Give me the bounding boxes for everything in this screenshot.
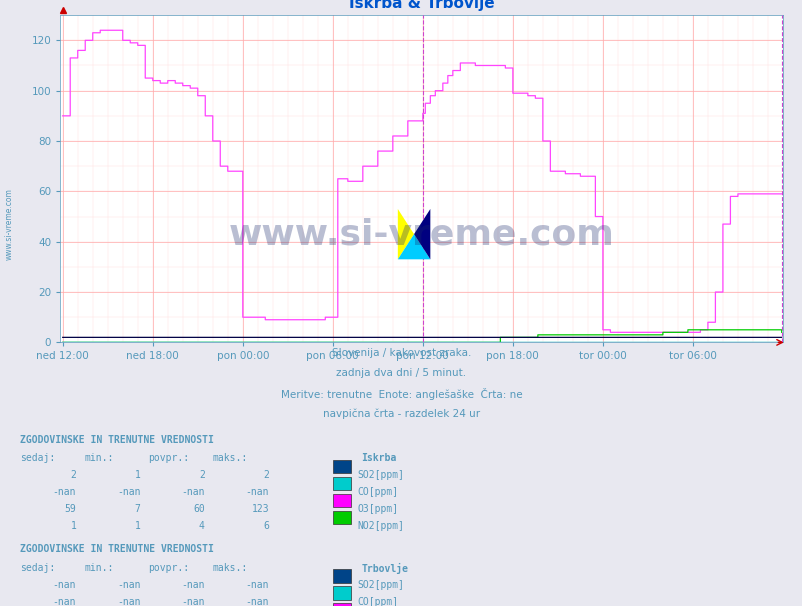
Text: 2: 2: [263, 470, 269, 480]
Text: -nan: -nan: [53, 487, 76, 497]
Text: 60: 60: [192, 504, 205, 514]
Text: -nan: -nan: [181, 597, 205, 606]
Text: -nan: -nan: [245, 597, 269, 606]
Text: maks.:: maks.:: [213, 453, 248, 463]
Text: 59: 59: [64, 504, 76, 514]
Text: www.si-vreme.com: www.si-vreme.com: [229, 218, 614, 251]
Text: -nan: -nan: [53, 597, 76, 606]
Text: -nan: -nan: [181, 580, 205, 590]
Text: -nan: -nan: [245, 487, 269, 497]
Text: -nan: -nan: [53, 580, 76, 590]
Text: NO2[ppm]: NO2[ppm]: [357, 521, 404, 531]
Text: ZGODOVINSKE IN TRENUTNE VREDNOSTI: ZGODOVINSKE IN TRENUTNE VREDNOSTI: [20, 544, 213, 554]
Text: SO2[ppm]: SO2[ppm]: [357, 470, 404, 480]
Text: 4: 4: [199, 521, 205, 531]
Text: 2: 2: [71, 470, 76, 480]
Text: 7: 7: [135, 504, 140, 514]
Text: -nan: -nan: [245, 580, 269, 590]
Text: povpr.:: povpr.:: [148, 453, 189, 463]
Title: Iskrba & Trbovlje: Iskrba & Trbovlje: [348, 0, 494, 11]
Text: -nan: -nan: [117, 580, 140, 590]
Text: O3[ppm]: O3[ppm]: [357, 504, 398, 514]
Text: 123: 123: [251, 504, 269, 514]
Polygon shape: [397, 209, 414, 259]
Text: Iskrba: Iskrba: [361, 453, 396, 463]
Text: sedaj:: sedaj:: [20, 453, 55, 463]
Text: 2: 2: [199, 470, 205, 480]
Text: ZGODOVINSKE IN TRENUTNE VREDNOSTI: ZGODOVINSKE IN TRENUTNE VREDNOSTI: [20, 435, 213, 445]
Text: SO2[ppm]: SO2[ppm]: [357, 580, 404, 590]
Text: sedaj:: sedaj:: [20, 563, 55, 573]
Polygon shape: [414, 209, 430, 259]
Text: CO[ppm]: CO[ppm]: [357, 487, 398, 497]
Text: -nan: -nan: [117, 597, 140, 606]
Text: min.:: min.:: [84, 453, 114, 463]
Text: navpična črta - razdelek 24 ur: navpična črta - razdelek 24 ur: [322, 408, 480, 419]
Text: min.:: min.:: [84, 563, 114, 573]
Text: 1: 1: [135, 470, 140, 480]
Text: Slovenija / kakovost zraka.: Slovenija / kakovost zraka.: [331, 348, 471, 359]
Text: 1: 1: [135, 521, 140, 531]
Text: Meritve: trenutne  Enote: anglešaške  Črta: ne: Meritve: trenutne Enote: anglešaške Črta…: [281, 388, 521, 401]
Text: -nan: -nan: [181, 487, 205, 497]
Polygon shape: [397, 234, 430, 259]
Text: 6: 6: [263, 521, 269, 531]
Text: www.si-vreme.com: www.si-vreme.com: [5, 188, 14, 260]
Text: Trbovlje: Trbovlje: [361, 563, 408, 574]
Text: maks.:: maks.:: [213, 563, 248, 573]
Text: -nan: -nan: [117, 487, 140, 497]
Text: 1: 1: [71, 521, 76, 531]
Text: CO[ppm]: CO[ppm]: [357, 597, 398, 606]
Text: zadnja dva dni / 5 minut.: zadnja dva dni / 5 minut.: [336, 368, 466, 379]
Text: povpr.:: povpr.:: [148, 563, 189, 573]
